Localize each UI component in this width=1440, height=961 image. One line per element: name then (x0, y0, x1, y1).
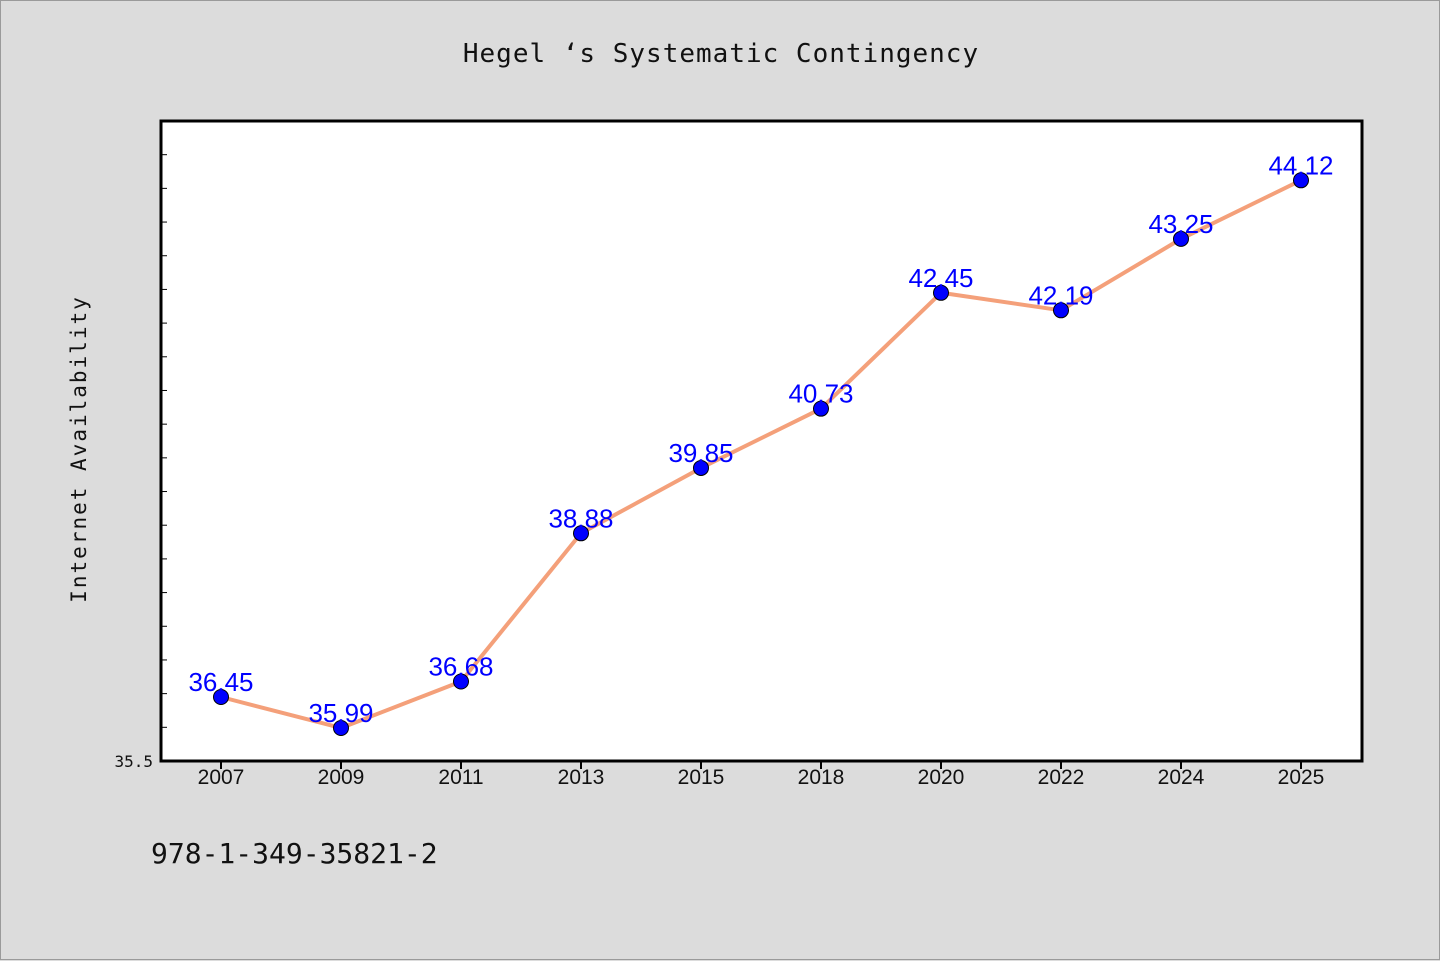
plot-frame (159, 119, 1364, 763)
x-tick-label: 2015 (678, 766, 725, 789)
x-tick-label: 2011 (438, 766, 483, 789)
data-label: 36.68 (428, 652, 493, 682)
data-label: 44.12 (1268, 150, 1333, 180)
data-label: 42.19 (1028, 280, 1093, 310)
data-point (573, 525, 589, 542)
data-point (213, 689, 229, 705)
x-tick-label: 2020 (918, 766, 965, 789)
x-tick-label: 2018 (798, 766, 845, 789)
x-tick-label: 2024 (1158, 766, 1205, 789)
x-tick-label: 2009 (318, 766, 365, 789)
x-tick-label: 2022 (1038, 766, 1085, 789)
data-label: 39.85 (668, 438, 733, 468)
data-label: 36.45 (188, 667, 253, 697)
data-label: 42.45 (908, 263, 973, 293)
data-point (693, 459, 709, 476)
data-point (453, 673, 469, 690)
data-point (1053, 302, 1069, 319)
data-label: 40.73 (788, 379, 853, 409)
y-tick-label: 35.5 (114, 752, 153, 771)
data-label: 35.99 (308, 698, 373, 728)
chart-title: Hegel ‘s Systematic Contingency (462, 39, 980, 69)
data-point (333, 719, 349, 736)
data-point (813, 400, 829, 417)
x-tick-label: 2025 (1278, 766, 1325, 789)
data-point (1173, 230, 1189, 247)
series-line (220, 178, 1302, 730)
data-label: 43.25 (1148, 209, 1213, 239)
data-point (933, 284, 949, 301)
data-point (1293, 172, 1309, 189)
x-tick-label: 2013 (558, 766, 605, 789)
data-label: 38.88 (548, 503, 613, 533)
isbn-footer: 978-1-349-35821-2 (151, 837, 438, 870)
x-tick-label: 2007 (198, 766, 245, 789)
